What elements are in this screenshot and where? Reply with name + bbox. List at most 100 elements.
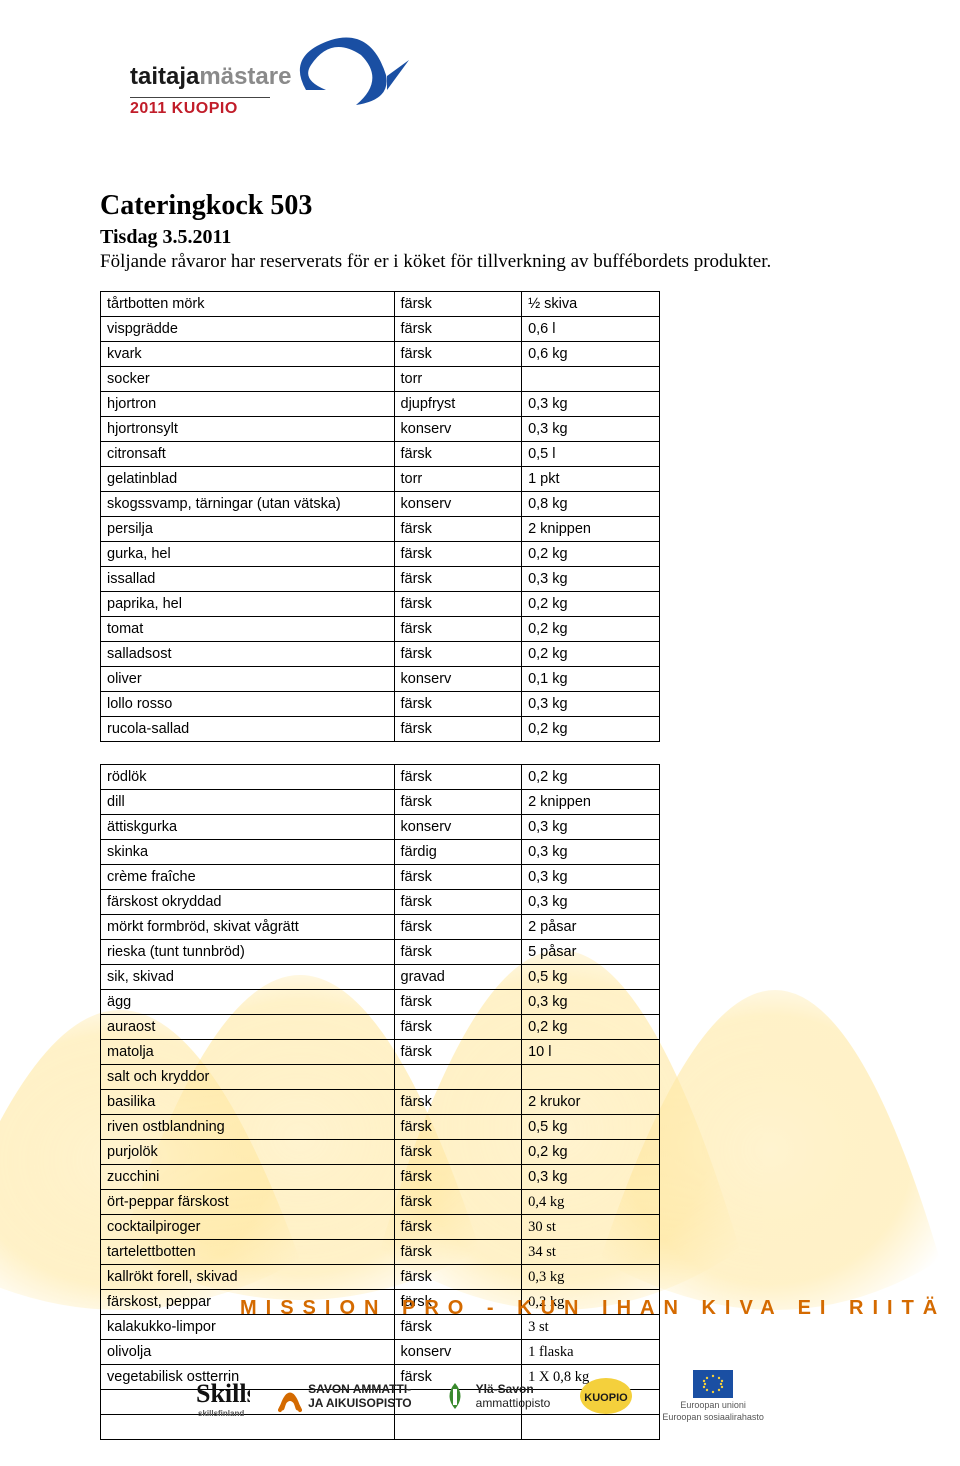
sponsor-skills: Skills skillsfinland skillsfinland	[196, 1374, 250, 1418]
logo-wordmark: taitajamästare	[130, 63, 291, 91]
svg-text:KUOPIO: KUOPIO	[585, 1392, 629, 1404]
table-cell: matolja	[101, 1040, 395, 1065]
table-row: färskost okryddadfärsk0,3 kg	[101, 890, 660, 915]
logo-sub: 2011 KUOPIO	[130, 100, 291, 118]
table-row: ört-peppar färskostfärsk0,4 kg	[101, 1190, 660, 1215]
table-cell: skinka	[101, 840, 395, 865]
table-row: oliverkonserv0,1 kg	[101, 667, 660, 692]
table-cell: 0,8 kg	[522, 492, 660, 517]
table-cell: gelatinblad	[101, 467, 395, 492]
table-cell: citronsaft	[101, 442, 395, 467]
table-cell: 0,2 kg	[522, 1015, 660, 1040]
table-row: cocktailpirogerfärsk30 st	[101, 1215, 660, 1240]
table-row: purjolökfärsk0,2 kg	[101, 1140, 660, 1165]
page-date: Tisdag 3.5.2011	[100, 226, 860, 249]
table-cell: 0,1 kg	[522, 667, 660, 692]
slogan-text: MISSION PRO - KUN IHAN KIVA EI RIITÄ	[240, 1297, 946, 1320]
table-cell: hjortron	[101, 392, 395, 417]
table-cell: färsk	[394, 442, 522, 467]
table-cell: 0,3 kg	[522, 1165, 660, 1190]
table-cell: 0,2 kg	[522, 717, 660, 742]
table-row: tomatfärsk0,2 kg	[101, 617, 660, 642]
table-cell: färsk	[394, 642, 522, 667]
table-cell: färsk	[394, 292, 522, 317]
table-cell: färsk	[394, 542, 522, 567]
table-row: crème fraîchefärsk0,3 kg	[101, 865, 660, 890]
table-cell: färdig	[394, 840, 522, 865]
table-cell: 0,6 l	[522, 317, 660, 342]
sponsor-eu: Euroopan unioni Euroopan sosiaalirahasto	[662, 1370, 764, 1422]
table-cell: 0,3 kg	[522, 990, 660, 1015]
logo-text-block: taitajamästare 2011 KUOPIO	[130, 33, 291, 118]
table-cell: färsk	[394, 1240, 522, 1265]
table-cell: djupfryst	[394, 392, 522, 417]
table-cell: 0,3 kg	[522, 417, 660, 442]
yla-label: Ylä-Savon ammattiopisto	[476, 1382, 551, 1410]
table-row: rieska (tunt tunnbröd)färsk5 påsar	[101, 940, 660, 965]
table-cell: auraost	[101, 1015, 395, 1040]
table-row: kvarkfärsk0,6 kg	[101, 342, 660, 367]
table-cell: 2 krukor	[522, 1090, 660, 1115]
table-cell: färsk	[394, 592, 522, 617]
table-cell: 30 st	[522, 1215, 660, 1240]
table-cell: riven ostblandning	[101, 1115, 395, 1140]
table-row: sockertorr	[101, 367, 660, 392]
table-row: tartelettbottenfärsk34 st	[101, 1240, 660, 1265]
table-cell: socker	[101, 367, 395, 392]
table-row: rucola-salladfärsk0,2 kg	[101, 717, 660, 742]
table-cell: 0,2 kg	[522, 765, 660, 790]
sponsors-row: Skills skillsfinland skillsfinland SAVON…	[0, 1370, 960, 1422]
eu-flag-icon	[693, 1370, 733, 1398]
table-gap	[100, 742, 860, 764]
table-cell: purjolök	[101, 1140, 395, 1165]
table-cell: färsk	[394, 1015, 522, 1040]
table-row: skogssvamp, tärningar (utan vätska)konse…	[101, 492, 660, 517]
table-cell: oliver	[101, 667, 395, 692]
table-cell: 0,2 kg	[522, 642, 660, 667]
logo-mark-icon	[291, 20, 411, 130]
table-cell: färsk	[394, 717, 522, 742]
table-cell: 0,3 kg	[522, 890, 660, 915]
table-cell: färsk	[394, 1140, 522, 1165]
table-cell: färsk	[394, 865, 522, 890]
table-row: rödlökfärsk0,2 kg	[101, 765, 660, 790]
table-row: auraostfärsk0,2 kg	[101, 1015, 660, 1040]
table-cell: färsk	[394, 790, 522, 815]
table-cell: färsk	[394, 1115, 522, 1140]
table-cell: färsk	[394, 1090, 522, 1115]
logo-line	[130, 97, 270, 98]
table-row: vispgräddefärsk0,6 l	[101, 317, 660, 342]
table-cell: färsk	[394, 517, 522, 542]
table-cell: 0,5 kg	[522, 965, 660, 990]
table-cell: 10 l	[522, 1040, 660, 1065]
table-row: dillfärsk2 knippen	[101, 790, 660, 815]
table-cell: issallad	[101, 567, 395, 592]
table-cell: ättiskgurka	[101, 815, 395, 840]
table-row: matoljafärsk10 l	[101, 1040, 660, 1065]
table-cell: tomat	[101, 617, 395, 642]
table-cell: färsk	[394, 1040, 522, 1065]
table-cell: 0,6 kg	[522, 342, 660, 367]
table-cell: skogssvamp, tärningar (utan vätska)	[101, 492, 395, 517]
table-cell: färsk	[394, 915, 522, 940]
table-cell: färsk	[394, 990, 522, 1015]
table-cell: dill	[101, 790, 395, 815]
table-cell: 0,3 kg	[522, 567, 660, 592]
table-cell: konserv	[394, 492, 522, 517]
table-row: persiljafärsk2 knippen	[101, 517, 660, 542]
table-cell: salladsost	[101, 642, 395, 667]
table-cell: 1 pkt	[522, 467, 660, 492]
table-cell: tårtbotten mörk	[101, 292, 395, 317]
table-cell: färskost okryddad	[101, 890, 395, 915]
table-cell: 0,5 l	[522, 442, 660, 467]
table-row: paprika, helfärsk0,2 kg	[101, 592, 660, 617]
table-row: mörkt formbröd, skivat vågrättfärsk2 pås…	[101, 915, 660, 940]
skills-icon: Skills skillsfinland	[196, 1374, 250, 1418]
skills-sub-label: skillsfinland	[198, 1409, 244, 1418]
logo: taitajamästare 2011 KUOPIO	[130, 20, 960, 130]
table-cell: 5 påsar	[522, 940, 660, 965]
table-cell: cocktailpiroger	[101, 1215, 395, 1240]
table-cell: färsk	[394, 1215, 522, 1240]
table-cell: sik, skivad	[101, 965, 395, 990]
table-cell: färsk	[394, 940, 522, 965]
